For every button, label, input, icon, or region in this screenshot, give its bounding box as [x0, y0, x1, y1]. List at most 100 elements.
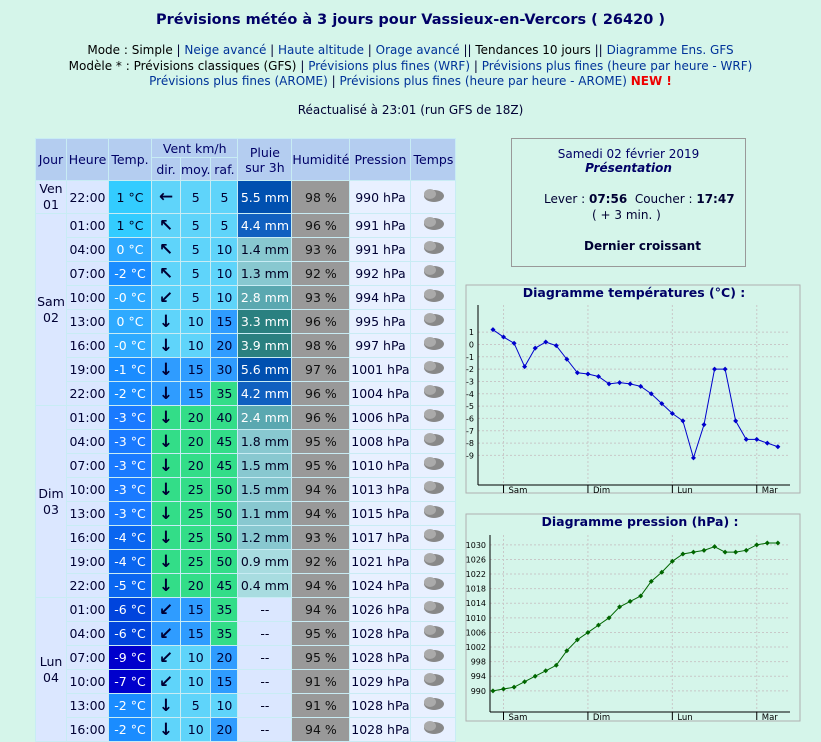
- nav-link[interactable]: Prévisions plus fines (WRF): [308, 59, 471, 73]
- hour: 10:00: [66, 669, 109, 694]
- mode-nav: Mode : Simple | Neige avancé | Haute alt…: [0, 43, 821, 57]
- header: Pression: [349, 138, 412, 181]
- y-tick-label: -1: [466, 353, 474, 362]
- wind-dir: ↓: [151, 477, 181, 502]
- wind-dir: ↙: [151, 597, 181, 622]
- y-tick-label: 1002: [466, 643, 486, 652]
- temp: -2 °C: [108, 717, 152, 742]
- day: Ven: [39, 181, 63, 197]
- sky: [410, 381, 457, 406]
- wind-gust: 50: [210, 525, 239, 550]
- wind-gust: 30: [210, 357, 239, 382]
- series-line: [492, 329, 779, 460]
- day-cell: Lun 04: [35, 597, 67, 742]
- wind-gust: 5: [210, 213, 239, 238]
- row: 10:00 -0 °C ↙ 5 10 2.8 mm 93 % 994 hPa: [36, 285, 457, 310]
- row: Sam 02 01:00 1 °C ↖ 5 5 4.4 mm 96 % 991 hPa: [35, 213, 457, 406]
- sky: [410, 549, 457, 574]
- point: [617, 380, 623, 386]
- nav-link[interactable]: NEW !: [630, 74, 672, 88]
- header: Vent km/h: [150, 138, 239, 158]
- point: [743, 547, 749, 553]
- separator: |: [367, 43, 372, 57]
- weather-icon: [424, 553, 445, 566]
- wind-dir: ↓: [151, 309, 181, 334]
- nav-link[interactable]: Prévisions classiques (GFS): [133, 59, 297, 73]
- nav-link[interactable]: Haute altitude: [278, 43, 364, 57]
- point: [775, 540, 781, 546]
- separator: ||: [594, 43, 603, 57]
- y-tick-label: 994: [471, 672, 486, 681]
- header: Temp.: [108, 138, 152, 181]
- row: 07:00 -9 °C ↙ 10 20 -- 95 % 1028 hPa: [36, 645, 457, 670]
- cloud: [424, 361, 437, 371]
- point: [754, 436, 760, 442]
- point: [564, 356, 570, 362]
- wind-avg: 20: [179, 573, 212, 598]
- nav-link[interactable]: Simple: [131, 43, 173, 57]
- wind-avg: 15: [179, 621, 212, 646]
- wind-gust: 45: [210, 429, 239, 454]
- rain: 1.8 mm: [237, 429, 293, 454]
- humidity: 93 %: [291, 237, 351, 262]
- nav-link[interactable]: Prévisions plus fines (heure par heure -…: [481, 59, 753, 73]
- cloud: [424, 457, 437, 467]
- weather-icon: [424, 721, 445, 734]
- temp: 1 °C: [108, 180, 152, 214]
- rain: 1.5 mm: [237, 477, 293, 502]
- wind-dir: ↖: [151, 237, 181, 262]
- y-tick-label: -7: [466, 427, 474, 436]
- point: [743, 436, 749, 442]
- hour: 07:00: [66, 453, 109, 478]
- wind-gust: 35: [210, 597, 239, 622]
- hour: 22:00: [66, 180, 109, 214]
- sky: [410, 405, 457, 430]
- weather-icon: [424, 337, 445, 350]
- day-cell: Sam 02: [35, 213, 67, 406]
- wind-avg: 10: [179, 717, 212, 742]
- chart-frame: [465, 513, 801, 722]
- point: [574, 637, 580, 643]
- point: [712, 544, 718, 550]
- point: [648, 391, 654, 397]
- point: [501, 686, 507, 692]
- nav-link[interactable]: Diagramme Ens. GFS: [606, 43, 734, 57]
- hour: 01:00: [66, 597, 109, 622]
- point: [553, 662, 559, 668]
- pressure: 1028 hPa: [349, 621, 412, 646]
- box-subtitle: Présentation: [585, 161, 672, 175]
- nav-link[interactable]: Neige avancé: [184, 43, 267, 57]
- humidity: 96 %: [291, 405, 351, 430]
- pressure: 1010 hPa: [349, 453, 412, 478]
- humidity: 93 %: [291, 525, 351, 550]
- wind-avg: 25: [179, 525, 212, 550]
- hour: 04:00: [66, 621, 109, 646]
- cloud: [424, 217, 437, 227]
- wind-dir: ↙: [151, 621, 181, 646]
- wind-avg: 5: [179, 180, 212, 214]
- pressure: 1015 hPa: [349, 501, 412, 526]
- nav-link[interactable]: Orage avancé: [375, 43, 460, 57]
- wind-gust: 45: [210, 573, 239, 598]
- row: 16:00 -0 °C ↓ 10 20 3.9 mm 98 % 997 hPa: [36, 333, 457, 358]
- rain: 5.5 mm: [237, 180, 293, 214]
- date: 04: [43, 669, 59, 685]
- temp: -2 °C: [108, 261, 152, 286]
- humidity: 94 %: [291, 717, 351, 742]
- weather-icon: [424, 577, 445, 590]
- nav-link[interactable]: Prévisions plus fines (heure par heure -…: [339, 74, 627, 88]
- point: [553, 343, 559, 349]
- nav-link[interactable]: Tendances 10 jours: [475, 43, 591, 57]
- wind-gust: 5: [210, 180, 239, 214]
- sky: [410, 213, 457, 238]
- point: [490, 688, 496, 694]
- cloud: [424, 697, 437, 707]
- pressure: 1013 hPa: [349, 477, 412, 502]
- label: Lever :: [544, 192, 586, 206]
- rain: 0.4 mm: [237, 573, 293, 598]
- separator: |: [270, 43, 275, 57]
- humidity: 96 %: [291, 381, 351, 406]
- weather-icon: [424, 649, 445, 662]
- point: [775, 444, 781, 450]
- wind-avg: 20: [179, 405, 212, 430]
